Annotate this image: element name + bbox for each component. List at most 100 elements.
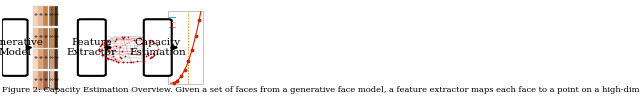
Point: [98, 54, 108, 56]
Point: [143, 52, 154, 54]
Point: [110, 58, 120, 60]
Point: [117, 36, 127, 37]
Point: [100, 55, 110, 56]
Point: [103, 50, 113, 51]
Bar: [33, 49, 38, 69]
Text: Capacity
Estimation: Capacity Estimation: [129, 38, 186, 57]
FancyBboxPatch shape: [78, 19, 106, 76]
Point: [119, 36, 129, 37]
Point: [134, 38, 144, 39]
Bar: [38, 28, 43, 48]
Point: [187, 49, 197, 51]
Point: [99, 42, 109, 43]
FancyBboxPatch shape: [144, 19, 172, 76]
Point: [145, 39, 155, 41]
Point: [96, 44, 106, 46]
Point: [129, 40, 139, 41]
Bar: [49, 49, 53, 69]
Bar: [49, 71, 53, 90]
Point: [99, 42, 109, 44]
Bar: [33, 6, 38, 26]
Text: Generative
Model: Generative Model: [0, 38, 44, 57]
Point: [194, 19, 204, 20]
Point: [152, 52, 163, 53]
Point: [148, 54, 159, 55]
Point: [101, 40, 111, 42]
Point: [148, 55, 158, 57]
Point: [122, 61, 132, 62]
Point: [148, 52, 158, 54]
Bar: [49, 28, 53, 48]
Point: [122, 36, 132, 38]
Point: [125, 61, 135, 62]
Point: [135, 37, 145, 38]
Point: [97, 55, 107, 56]
Point: [145, 57, 156, 58]
Point: [118, 62, 129, 63]
Point: [148, 42, 159, 44]
Bar: [44, 28, 48, 48]
Point: [179, 69, 189, 71]
Point: [97, 54, 107, 56]
Point: [102, 58, 113, 59]
Bar: [54, 6, 58, 26]
Point: [94, 51, 104, 52]
Point: [191, 35, 201, 37]
Bar: [44, 71, 48, 90]
Point: [102, 57, 113, 59]
Point: [139, 60, 149, 62]
Bar: [54, 28, 58, 48]
Point: [95, 45, 106, 47]
Point: [116, 58, 126, 59]
Point: [93, 49, 104, 50]
Point: [143, 54, 153, 56]
Point: [93, 48, 104, 50]
Point: [145, 58, 155, 59]
Bar: [44, 49, 48, 69]
Point: [113, 61, 124, 63]
Point: [147, 56, 157, 58]
Point: [132, 61, 142, 62]
Point: [127, 61, 138, 63]
Bar: [54, 71, 58, 90]
FancyBboxPatch shape: [2, 19, 28, 76]
Point: [115, 56, 125, 57]
Point: [168, 82, 179, 84]
Bar: [49, 6, 54, 26]
Point: [106, 59, 116, 60]
Point: [103, 40, 113, 42]
Bar: [38, 71, 43, 90]
Point: [110, 40, 120, 42]
Point: [126, 61, 136, 63]
Point: [95, 50, 105, 52]
Point: [152, 44, 162, 45]
Bar: [49, 28, 54, 48]
Point: [147, 41, 157, 42]
Point: [139, 42, 149, 43]
Point: [100, 41, 110, 43]
Point: [176, 76, 186, 77]
Point: [111, 45, 121, 46]
Bar: [38, 49, 43, 69]
Point: [118, 37, 128, 39]
Point: [111, 38, 121, 40]
Point: [172, 80, 182, 81]
Point: [100, 57, 111, 59]
Point: [120, 55, 130, 57]
Text: Figure 2: Capacity Estimation Overview. Given a set of faces from a generative f: Figure 2: Capacity Estimation Overview. …: [3, 86, 640, 94]
Point: [104, 44, 115, 45]
Point: [102, 57, 113, 59]
Bar: [38, 6, 43, 26]
Point: [115, 46, 125, 48]
Text: Feature
Extractor: Feature Extractor: [67, 38, 117, 57]
Point: [108, 55, 118, 57]
Point: [152, 51, 163, 52]
Point: [108, 52, 118, 53]
Point: [99, 44, 109, 46]
Point: [118, 62, 128, 63]
Point: [126, 53, 136, 54]
Point: [127, 48, 138, 50]
Point: [137, 42, 147, 44]
Bar: [54, 49, 58, 69]
Bar: [33, 28, 38, 48]
